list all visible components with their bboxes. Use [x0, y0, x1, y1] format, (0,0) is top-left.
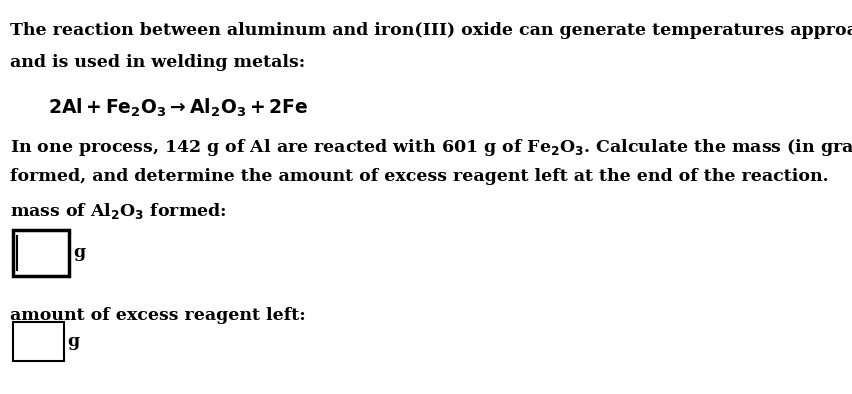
- Text: $\mathbf{2Al + Fe_2O_3 \rightarrow Al_2O_3 +2Fe}$: $\mathbf{2Al + Fe_2O_3 \rightarrow Al_2O…: [48, 97, 308, 119]
- Text: formed, and determine the amount of excess reagent left at the end of the reacti: formed, and determine the amount of exce…: [10, 168, 829, 185]
- Bar: [13, 322, 64, 361]
- Text: g: g: [72, 244, 85, 262]
- Text: The reaction between aluminum and iron(III) oxide can generate temperatures appr: The reaction between aluminum and iron(I…: [10, 22, 852, 39]
- Text: and is used in welding metals:: and is used in welding metals:: [10, 54, 306, 71]
- Text: mass of Al$\mathbf{_2}$O$\mathbf{_3}$ formed:: mass of Al$\mathbf{_2}$O$\mathbf{_3}$ fo…: [10, 201, 227, 221]
- Text: amount of excess reagent left:: amount of excess reagent left:: [10, 307, 306, 324]
- Text: In one process, 142 g of Al are reacted with 601 g of Fe$\mathbf{_2}$O$\mathbf{_: In one process, 142 g of Al are reacted …: [10, 137, 852, 158]
- Text: g: g: [67, 333, 80, 350]
- Bar: [13, 230, 69, 276]
